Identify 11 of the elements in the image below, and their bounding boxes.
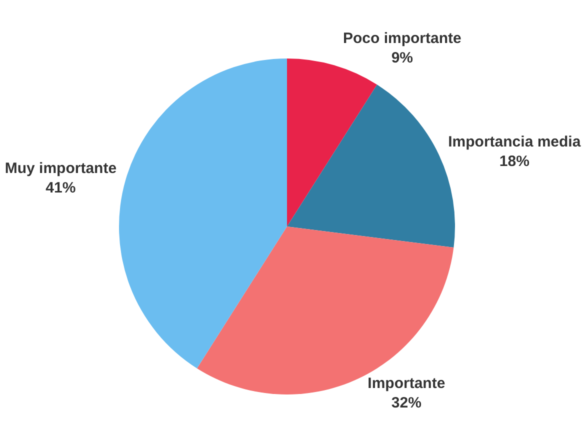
data-label: 32%	[391, 394, 422, 412]
data-label: 9%	[391, 50, 414, 67]
pie-slice	[287, 58, 378, 226]
slice-label: Importante	[368, 375, 446, 392]
slice-label: Importancia media	[448, 133, 582, 150]
data-label: 18%	[499, 152, 530, 170]
pie-slice	[119, 58, 287, 368]
data-label: 41%	[46, 179, 76, 196]
pie-slice	[196, 226, 454, 394]
slice-label: Muy importante	[4, 160, 117, 177]
slice-label: Poco importante	[342, 30, 462, 48]
